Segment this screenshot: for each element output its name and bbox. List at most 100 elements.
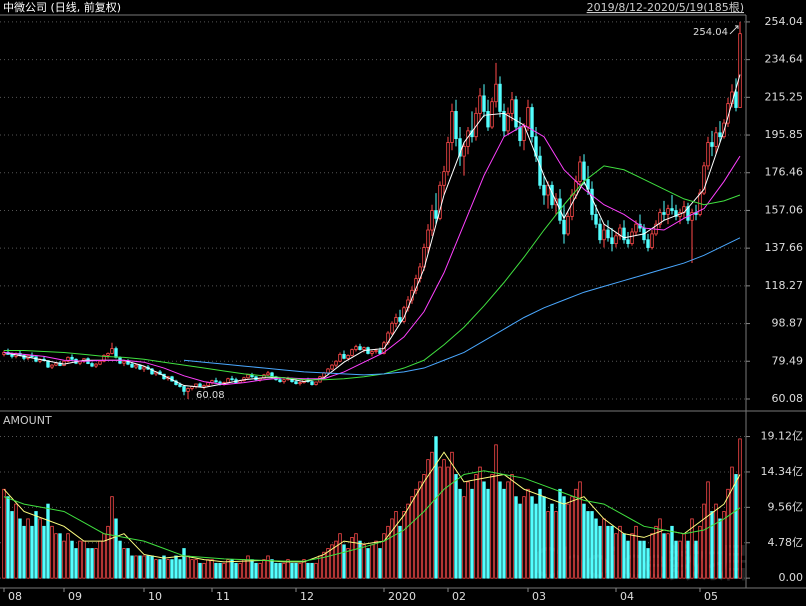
volume-bar — [694, 540, 698, 579]
candle-body — [690, 212, 694, 221]
volume-bar — [698, 525, 702, 579]
candle-body — [626, 239, 630, 245]
volume-bar — [150, 555, 154, 579]
candle-body — [494, 83, 498, 103]
volume-bar — [94, 548, 98, 579]
candle-body — [390, 322, 394, 334]
volume-bar — [462, 496, 466, 579]
candle-body — [326, 368, 330, 374]
volume-bar — [478, 466, 482, 579]
volume-bar — [566, 503, 570, 579]
volume-bar — [414, 488, 418, 579]
volume-bar — [526, 488, 530, 579]
volume-bar — [422, 474, 426, 579]
candle-body — [542, 184, 546, 196]
candle-body — [446, 142, 450, 173]
volume-bar — [394, 511, 398, 579]
volume-bar — [82, 540, 86, 579]
volume-bar — [466, 481, 470, 579]
volume-bar — [630, 533, 634, 579]
volume-bar — [726, 488, 730, 579]
candle-body — [686, 206, 690, 221]
volume-bar — [674, 540, 678, 579]
volume-bar — [210, 559, 214, 579]
y-tick-label: 137.66 — [765, 241, 804, 254]
volume-bar — [546, 511, 550, 579]
candle-body — [702, 165, 706, 194]
volume-bar — [302, 559, 306, 579]
volume-bar — [70, 540, 74, 579]
volume-bar — [662, 533, 666, 579]
volume-bar — [638, 540, 642, 579]
volume-bar — [10, 511, 14, 579]
candle-body — [94, 363, 98, 367]
annotation-arrow — [729, 25, 739, 35]
volume-bar — [522, 496, 526, 579]
volume-bar — [214, 562, 218, 579]
candle-body — [482, 95, 486, 112]
candle-body — [578, 161, 582, 182]
volume-bar — [530, 496, 534, 579]
volume-bar — [626, 540, 630, 579]
volume-bar — [338, 533, 342, 579]
volume-bar — [238, 562, 242, 579]
panel-title: AMOUNT — [3, 414, 52, 427]
candle-body — [134, 364, 138, 368]
volume-bar — [410, 496, 414, 579]
volume-bar — [242, 559, 246, 579]
volume-bar — [610, 525, 614, 579]
candle-body — [658, 212, 662, 225]
volume-bar — [398, 525, 402, 579]
volume-bar — [250, 559, 254, 579]
moving-average-line — [3, 74, 741, 388]
volume-bar — [334, 540, 338, 579]
candle-body — [62, 360, 66, 366]
x-tick-label: 05 — [704, 590, 718, 603]
volume-bar — [282, 562, 286, 579]
volume-bar — [58, 533, 62, 579]
candle-body — [322, 372, 326, 378]
volume-bar — [254, 562, 258, 579]
candle-body — [614, 235, 618, 245]
volume-bar — [570, 496, 574, 579]
candle-body — [338, 354, 342, 362]
volume-bar — [506, 481, 510, 579]
candle-body — [486, 111, 490, 128]
candle-body — [622, 227, 626, 241]
volume-bar — [186, 555, 190, 579]
volume-bar — [562, 496, 566, 579]
volume-bar — [622, 533, 626, 579]
volume-bar — [374, 540, 378, 579]
x-tick-label: 10 — [148, 590, 162, 603]
volume-bar — [166, 559, 170, 579]
candle-body — [350, 349, 354, 356]
candle-body — [594, 214, 598, 225]
y-tick-label: 14.34亿 — [761, 465, 804, 478]
volume-bar — [230, 559, 234, 579]
volume-bar — [498, 481, 502, 579]
candle-body — [506, 112, 510, 132]
volume-bar — [718, 518, 722, 579]
volume-bar — [550, 503, 554, 579]
volume-bar — [490, 474, 494, 579]
y-tick-label: 98.87 — [772, 317, 804, 330]
candle-body — [50, 364, 54, 368]
volume-bar — [354, 533, 358, 579]
candle-body — [330, 364, 334, 370]
volume-bar — [130, 555, 134, 579]
candle-body — [522, 126, 526, 141]
volume-bar — [378, 548, 382, 579]
candle-body — [706, 142, 710, 167]
volume-bar — [346, 548, 350, 579]
volume-bar — [586, 511, 590, 579]
moving-average-line — [3, 124, 741, 386]
volume-bar — [234, 562, 238, 579]
candle-body — [738, 33, 742, 108]
candle-body — [650, 233, 654, 248]
volume-bar — [198, 562, 202, 579]
volume-bar — [494, 444, 498, 579]
candle-body — [718, 132, 722, 138]
volume-bar — [486, 488, 490, 579]
x-tick-label: 04 — [620, 590, 634, 603]
